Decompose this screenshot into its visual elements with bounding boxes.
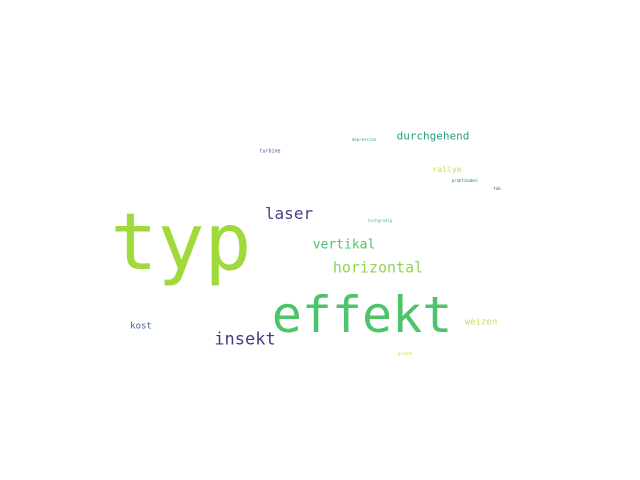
word-tab: tab: [493, 186, 501, 191]
word-rallye: rallye: [432, 165, 462, 174]
word-depression: depression: [351, 137, 377, 142]
word-gruene: gruene: [397, 351, 413, 356]
word-durchgehend: durchgehend: [396, 129, 470, 143]
word-insekt: insekt: [214, 329, 276, 350]
word-typ: typ: [110, 198, 252, 288]
word-vertikal: vertikal: [312, 237, 376, 253]
word-effekt: effekt: [271, 286, 453, 344]
word-kost: kost: [130, 321, 152, 332]
word-turbine: turbine: [259, 148, 281, 155]
word-weizen: weizen: [464, 317, 498, 328]
word-praktikabel: praktikabel: [451, 178, 479, 183]
word-laser: laser: [264, 204, 314, 223]
word-horizontal: horizontal: [332, 258, 424, 277]
word-hochgradig: hochgradig: [367, 218, 393, 223]
